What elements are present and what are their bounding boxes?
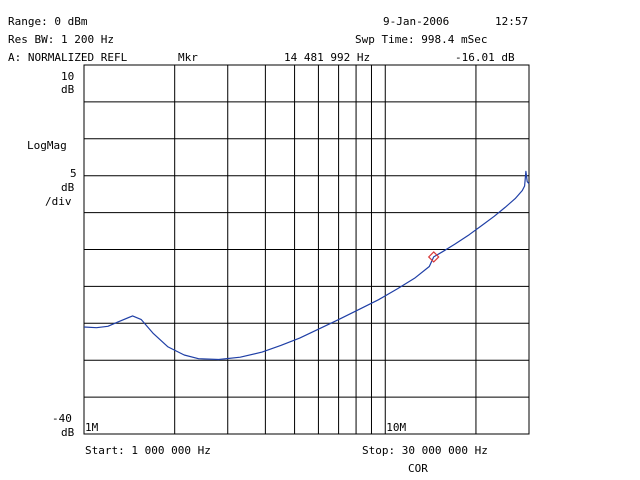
- trace-layer: [83, 170, 530, 361]
- trace-line: [83, 170, 530, 361]
- per-div-suffix: /div: [45, 195, 72, 208]
- range-readout: Range: 0 dBm: [8, 15, 88, 28]
- start-frequency: Start: 1 000 000 Hz: [85, 444, 211, 457]
- marker-diamond: [427, 251, 440, 263]
- x-tick-label: 10M: [386, 421, 406, 434]
- sweep-time-readout: Swp Time: 998.4 mSec: [355, 33, 488, 46]
- res-bw-readout: Res BW: 1 200 Hz: [8, 33, 114, 46]
- stop-frequency: Stop: 30 000 000 Hz: [362, 444, 488, 457]
- correction-status: COR: [408, 462, 428, 475]
- date-readout: 9-Jan-2006: [383, 15, 450, 28]
- per-div-unit: dB: [61, 181, 75, 194]
- per-div-value: 5: [70, 167, 77, 180]
- scale-top-unit: dB: [61, 83, 75, 96]
- scale-bottom-value: -40: [52, 412, 72, 425]
- plot-grid: [83, 64, 530, 435]
- x-tick-label: 1M: [85, 421, 99, 434]
- time-readout: 12:57: [495, 15, 529, 28]
- format-label: LogMag: [27, 139, 67, 152]
- marker-value: -16.01 dB: [455, 51, 515, 64]
- marker-label: Mkr: [178, 51, 198, 64]
- marker-frequency: 14 481 992 Hz: [284, 51, 371, 64]
- scale-top-value: 10: [61, 70, 75, 83]
- scale-bottom-unit: dB: [61, 426, 75, 439]
- channel-title: A: NORMALIZED REFL: [8, 51, 128, 64]
- x-tick-labels: 1M 10M: [85, 421, 407, 434]
